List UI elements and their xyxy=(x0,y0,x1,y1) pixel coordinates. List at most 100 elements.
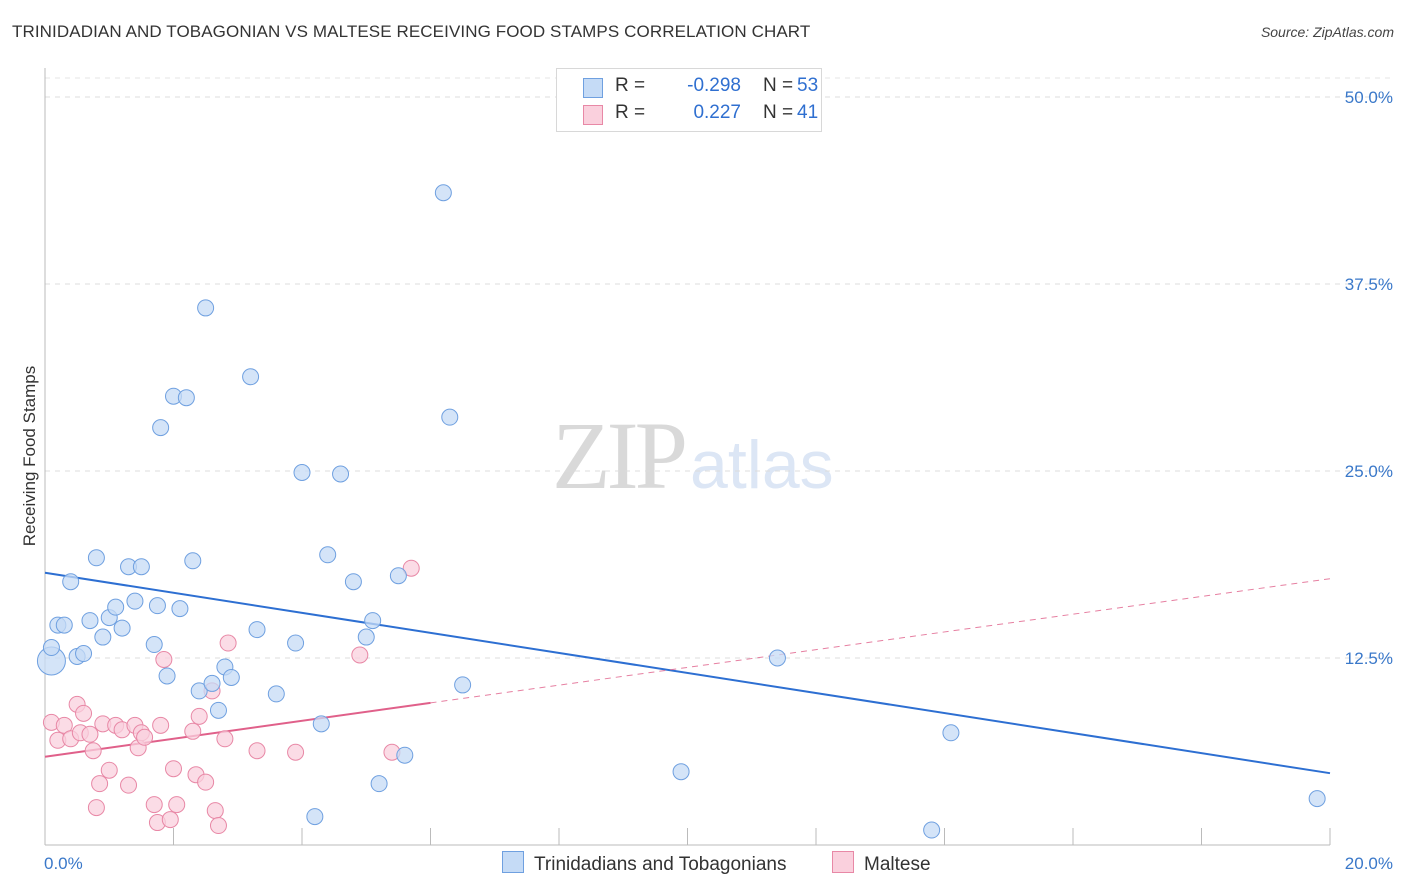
maltese-point xyxy=(216,730,234,748)
maltese-point xyxy=(91,775,109,793)
trinidadian-point xyxy=(209,701,227,719)
trinidadian-point xyxy=(75,645,93,663)
maltese-point xyxy=(209,817,227,835)
maltese-point xyxy=(248,742,266,760)
x-tick-label: 20.0% xyxy=(1345,854,1393,873)
bottom-legend-swatch-series2 xyxy=(832,851,854,873)
maltese-point xyxy=(161,811,179,829)
maltese-point xyxy=(87,799,105,817)
trinidadian-point xyxy=(370,775,388,793)
y-tick-label: 12.5% xyxy=(1345,649,1393,668)
trinidadian-point xyxy=(177,389,195,407)
legend-r-label: R = xyxy=(615,75,646,96)
trinidadian-point xyxy=(145,636,163,654)
trinidadian-point xyxy=(434,184,452,202)
watermark: ZIPatlas xyxy=(552,400,834,511)
maltese-point xyxy=(197,773,215,791)
bottom-legend-label-series2: Maltese xyxy=(864,854,931,875)
trinidadian-point xyxy=(158,667,176,685)
legend-r-value: -0.298 xyxy=(687,75,741,96)
trinidadian-point xyxy=(171,600,189,618)
trinidadian-point xyxy=(113,619,131,637)
trinidadian-point xyxy=(197,299,215,317)
trinidadian-point xyxy=(389,567,407,585)
maltese-point xyxy=(100,761,118,779)
watermark-zip: ZIP xyxy=(552,402,688,509)
trinidadian-point xyxy=(332,465,350,483)
maltese-point xyxy=(81,725,99,743)
maltese-point xyxy=(120,776,138,794)
maltese-point xyxy=(219,634,237,652)
trinidadian-point xyxy=(126,592,144,610)
trinidadian-point xyxy=(441,408,459,426)
y-tick-label: 25.0% xyxy=(1345,462,1393,481)
maltese-point xyxy=(184,722,202,740)
trinidadian-point xyxy=(923,821,941,839)
maltese-point xyxy=(152,716,170,734)
trinidadian-point xyxy=(454,676,472,694)
trend-lines xyxy=(44,571,1331,775)
trinidadian-point xyxy=(81,612,99,630)
trinidadian-point xyxy=(364,612,382,630)
maltese-point xyxy=(75,704,93,722)
x-tick-label: 0.0% xyxy=(44,854,83,873)
legend-n-label: N = xyxy=(763,102,794,123)
trinidadian-point xyxy=(942,724,960,742)
trinidadian-point xyxy=(344,573,362,591)
trinidadian-point xyxy=(152,419,170,437)
trinidadian-point xyxy=(148,597,166,615)
maltese-point xyxy=(155,650,173,668)
y-tick-label: 50.0% xyxy=(1345,88,1393,107)
maltese-point xyxy=(168,796,186,814)
data-points xyxy=(36,184,1326,839)
trinidadian-point xyxy=(319,546,337,564)
trinidadian-point xyxy=(293,463,311,481)
trinidadian-point xyxy=(267,685,285,703)
bottom-legend-swatch-series1 xyxy=(502,851,524,873)
trinidadian-point xyxy=(190,682,208,700)
watermark-atlas: atlas xyxy=(690,427,834,503)
maltese-point xyxy=(136,728,154,746)
bottom-legend-label-series1: Trinidadians and Tobagonians xyxy=(534,854,787,875)
trinidadian-point xyxy=(242,368,260,386)
trinidadian-point xyxy=(87,549,105,567)
trinidadian-point xyxy=(222,668,240,686)
bottom-legend-series1: Trinidadians and Tobagonians xyxy=(502,851,786,876)
maltese-point xyxy=(165,760,182,778)
maltese-point xyxy=(84,742,102,760)
maltese-point xyxy=(402,559,420,577)
maltese-point xyxy=(287,743,305,761)
legend-swatch-series2 xyxy=(583,105,603,125)
trinidadian-point xyxy=(672,763,690,781)
trinidadian-point xyxy=(184,552,202,570)
trinidadian-point xyxy=(203,674,221,692)
trinidadian-point xyxy=(396,746,414,764)
maltese-point xyxy=(145,796,163,814)
source-credit: Source: ZipAtlas.com xyxy=(1260,24,1394,40)
trend-line-series2 xyxy=(44,701,431,758)
correlation-legend: R = -0.298 N = 53 R = 0.227 N = 41 xyxy=(556,68,822,132)
chart-title: TRINIDADIAN AND TOBAGONIAN VS MALTESE RE… xyxy=(12,22,811,41)
axes xyxy=(44,68,1331,846)
trinidadian-point xyxy=(768,649,786,667)
trend-line-series2-extension xyxy=(430,578,1331,704)
trinidadian-point xyxy=(55,616,73,634)
maltese-point xyxy=(190,707,208,725)
trinidadian-point xyxy=(357,628,375,646)
trinidadian-point xyxy=(1308,790,1326,808)
legend-swatch-series1 xyxy=(583,78,603,98)
trinidadian-point xyxy=(94,628,112,646)
trinidadian-point xyxy=(62,573,80,591)
trinidadian-point xyxy=(107,598,125,616)
trinidadian-point xyxy=(312,715,330,733)
y-tick-label: 37.5% xyxy=(1345,275,1393,294)
legend-n-value: 41 xyxy=(797,102,819,123)
maltese-point xyxy=(351,646,369,664)
legend-n-value: 53 xyxy=(797,75,819,96)
legend-r-value: 0.227 xyxy=(693,102,741,123)
legend-n-label: N = xyxy=(763,75,794,96)
grid-lines xyxy=(45,77,1392,659)
tick-labels: 12.5% 25.0% 37.5% 50.0% 0.0% 20.0% xyxy=(44,88,1393,873)
legend-r-label: R = xyxy=(615,102,646,123)
